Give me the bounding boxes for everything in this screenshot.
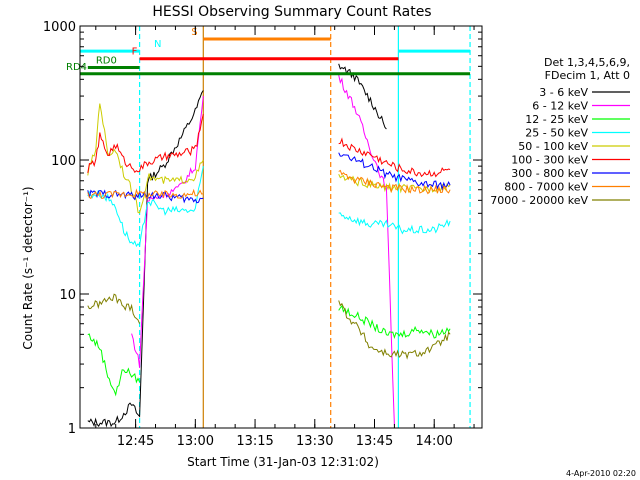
y-tick-label: 1000	[43, 20, 76, 35]
y-axis-label: Count Rate (s⁻¹ detector⁻¹)	[21, 186, 35, 349]
x-tick-label: 14:00	[415, 434, 452, 449]
flag-label-s: S	[191, 27, 197, 38]
series-line-3	[87, 166, 204, 248]
legend-label: 100 - 300 keV	[511, 154, 588, 167]
legend-label: 12 - 25 keV	[525, 113, 588, 126]
series-line-3	[338, 212, 451, 235]
x-tick-label: 13:45	[356, 434, 393, 449]
legend-header: Det 1,3,4,5,6,9,	[544, 56, 630, 69]
legend-label: 6 - 12 keV	[532, 100, 588, 113]
y-tick-label: 1	[68, 422, 76, 437]
x-tick-label: 13:00	[177, 434, 214, 449]
series-line-7	[87, 188, 204, 200]
series-line-8	[87, 293, 141, 324]
chart-title: HESSI Observing Summary Count Rates	[152, 4, 431, 20]
legend-label: 7000 - 20000 keV	[490, 194, 588, 207]
y-tick-label: 10	[59, 288, 76, 303]
flag-label-rd4: RD4	[66, 62, 87, 73]
series-line-2	[338, 304, 451, 340]
series-line-4	[87, 103, 204, 214]
legend: Det 1,3,4,5,6,9,FDecim 1, Att 0 3 - 6 keV…	[490, 56, 630, 207]
plot-frame	[79, 25, 483, 429]
legend-label: 300 - 800 keV	[511, 167, 588, 180]
legend-label: 50 - 100 keV	[518, 140, 588, 153]
x-tick-label: 13:30	[296, 434, 333, 449]
flag-label-n: N	[154, 39, 161, 50]
series-line-2	[87, 333, 141, 397]
series-line-6	[338, 152, 451, 191]
flag-label-rd0: RD0	[96, 56, 117, 67]
x-tick-label: 12:45	[117, 434, 154, 449]
series-line-7	[338, 169, 451, 195]
series-line-8	[338, 300, 451, 360]
series-line-5	[87, 113, 204, 173]
series-line-1	[131, 96, 204, 368]
x-axis-label: Start Time (31-Jan-03 12:31:02)	[187, 455, 379, 469]
legend-label: 3 - 6 keV	[539, 86, 588, 99]
axes: 1 10 100 1000 12:45 13:00 13:15 13:30 13:45 14:00	[43, 20, 483, 449]
flag-label-f: F	[132, 47, 138, 58]
legend-label: 800 - 7000 keV	[504, 181, 588, 194]
series-line-5	[338, 137, 451, 178]
footer-timestamp: 4-Apr-2010 02:20	[566, 469, 636, 478]
y-tick-label: 100	[51, 154, 76, 169]
x-tick-label: 13:15	[236, 434, 273, 449]
legend-label: 25 - 50 keV	[525, 127, 588, 140]
legend-header: FDecim 1, Att 0	[545, 69, 630, 82]
plot-contents	[87, 26, 471, 428]
plot-area: N S F RD0 RD4	[66, 26, 471, 428]
